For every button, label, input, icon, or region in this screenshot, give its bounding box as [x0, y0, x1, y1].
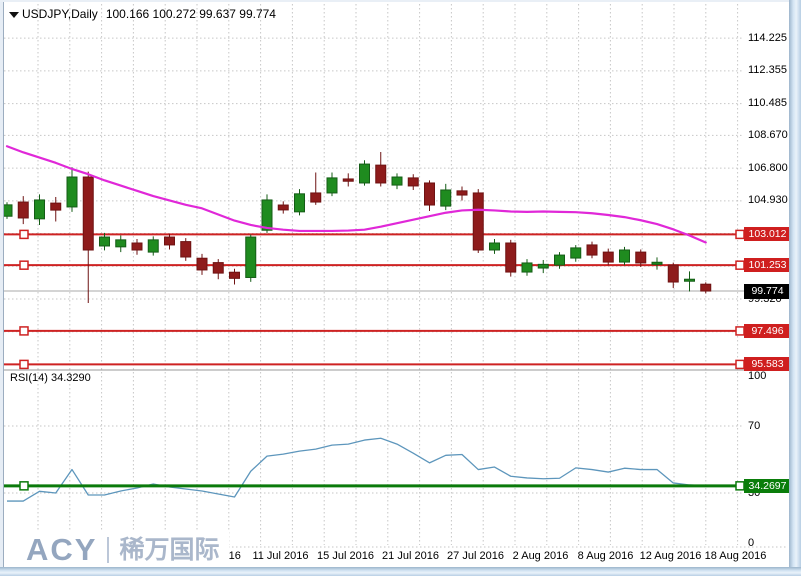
logo-chinese-text: 稀万国际	[119, 536, 220, 564]
resistance-price-badge: 95.583	[744, 357, 791, 372]
candle-bull	[489, 242, 500, 251]
price-axis-label: 106.800	[748, 161, 788, 174]
candle-bear	[82, 176, 94, 251]
candle-bear	[375, 164, 387, 184]
candle-bull	[34, 199, 45, 220]
line-drag-handle[interactable]	[735, 229, 745, 240]
candle-bull	[554, 254, 565, 266]
moving-average-line	[5, 145, 707, 244]
candle-bull	[66, 176, 78, 208]
date-axis-label: 27 Jul 2016	[447, 550, 504, 562]
line-drag-handle[interactable]	[19, 359, 29, 370]
candle-bull	[521, 262, 533, 273]
rsi-axis-label: 100	[748, 369, 767, 382]
window-frame-right	[789, 0, 801, 576]
rsi-axis-label: 70	[748, 420, 761, 432]
date-axis-label: 18 Aug 2016	[704, 550, 767, 562]
candle-bull	[261, 199, 273, 231]
ohlc-values: 100.166 100.272 99.637 99.774	[105, 7, 276, 21]
symbol-period-label: USDJPY,Daily	[22, 7, 98, 21]
window-frame-top	[0, 0, 801, 2]
line-drag-handle[interactable]	[735, 326, 745, 336]
candle-bear	[456, 190, 468, 196]
window-frame-bottom	[0, 567, 801, 576]
candle-bear	[131, 242, 143, 251]
date-axis-label: 12 Aug 2016	[639, 550, 702, 562]
candle-bear	[472, 192, 484, 251]
price-axis-label: 114.225	[748, 31, 787, 44]
candle-bull	[245, 236, 257, 278]
rsi-trigger-badge: 34.2697	[744, 478, 791, 493]
candle-bear	[342, 178, 354, 182]
date-axis-label: 21 Jul 2016	[382, 550, 439, 562]
date-axis-label: 11 Jul 2016	[252, 550, 309, 562]
candle-bear	[50, 202, 62, 211]
logo-acy-text: ACY	[26, 532, 98, 567]
candle-bull	[359, 163, 370, 184]
candle-bull	[684, 278, 695, 282]
resistance-price-badge: 97.496	[744, 323, 791, 338]
logo-separator	[107, 537, 110, 563]
candle-bear	[407, 177, 419, 187]
candle-bear	[635, 251, 647, 264]
candle-bear	[164, 236, 175, 246]
rsi-axis-label: 0	[748, 537, 755, 550]
candle-bull	[440, 189, 452, 207]
candle-bull	[651, 261, 663, 265]
candle-bear	[229, 271, 240, 279]
candle-bear	[310, 192, 322, 203]
price-axis-label: 108.670	[748, 128, 788, 141]
candle-bull	[115, 239, 127, 248]
candle-bear	[586, 244, 598, 256]
line-drag-handle[interactable]	[19, 229, 29, 240]
rsi-line	[7, 437, 706, 502]
candle-bull	[147, 239, 159, 253]
chart-header: USDJPY,Daily 100.166 100.272 99.637 99.77…	[22, 7, 276, 21]
candle-bull	[391, 176, 403, 186]
line-drag-handle[interactable]	[735, 481, 745, 491]
candle-bear	[196, 257, 208, 271]
line-drag-handle[interactable]	[735, 260, 745, 270]
date-axis-label: 8 Aug 2016	[577, 550, 634, 562]
candle-bear	[667, 264, 679, 283]
resistance-price-badge: 101.253	[744, 258, 791, 273]
candle-bear	[17, 201, 29, 219]
candle-bull	[326, 177, 338, 194]
current-price-badge: 99.774	[744, 283, 791, 299]
candle-bear	[277, 204, 289, 211]
candle-bull	[619, 249, 630, 263]
resistance-price-badge: 103.012	[744, 227, 791, 242]
date-axis-label: 2 Aug 2016	[512, 550, 569, 562]
line-drag-handle[interactable]	[735, 359, 745, 370]
window-frame-left	[0, 0, 4, 576]
symbol-dropdown-icon[interactable]	[9, 12, 19, 18]
line-drag-handle[interactable]	[19, 481, 29, 491]
broker-logo: ACY 稀万国际	[0, 530, 230, 570]
candle-bear	[700, 283, 712, 292]
candle-bear	[212, 262, 224, 274]
candle-bear	[424, 182, 435, 206]
price-axis-label: 112.355	[748, 64, 787, 77]
candle-bull	[99, 236, 110, 247]
candle-bear	[602, 251, 614, 263]
line-drag-handle[interactable]	[19, 260, 29, 270]
candle-bull	[537, 263, 549, 269]
line-drag-handle[interactable]	[19, 326, 29, 336]
candle-bull	[570, 247, 582, 259]
price-axis-label: 104.930	[748, 194, 788, 207]
rsi-indicator-label: RSI(14) 34.3290	[10, 372, 91, 384]
candle-bear	[180, 241, 192, 258]
price-axis-label: 110.485	[748, 97, 787, 110]
candle-bear	[505, 242, 517, 273]
candle-bull	[294, 193, 305, 213]
date-axis-label: 15 Jul 2016	[317, 550, 374, 562]
